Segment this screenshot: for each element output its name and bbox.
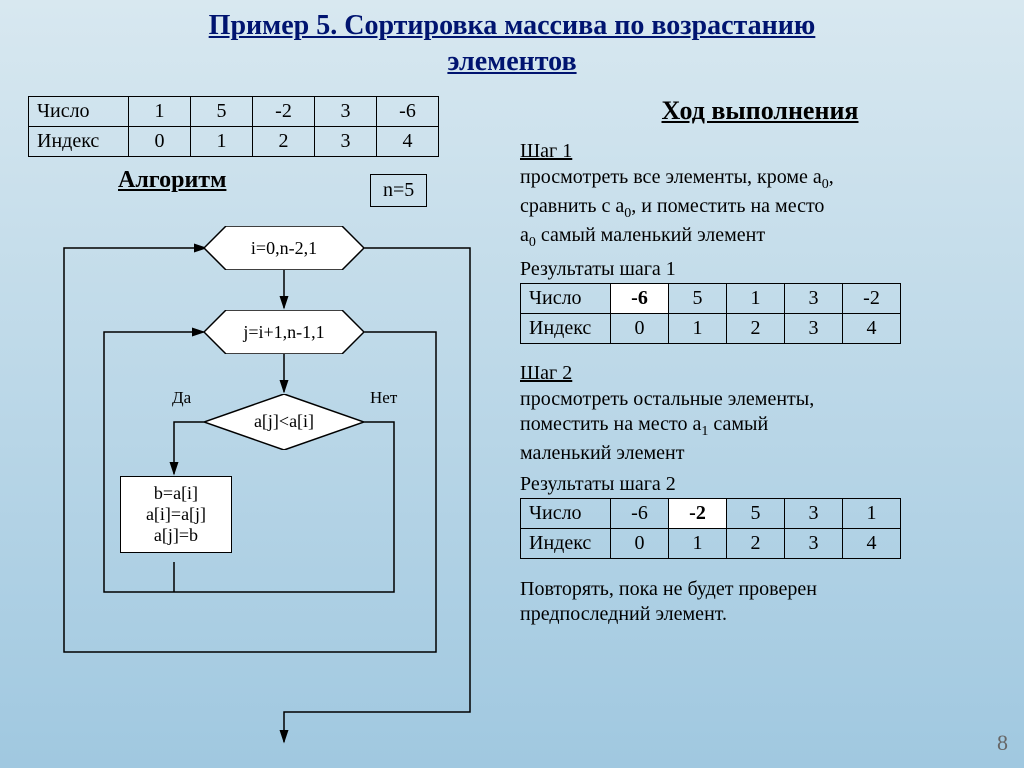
cell: 4 bbox=[843, 528, 901, 558]
cell: -6 bbox=[611, 283, 669, 313]
cell: -2 bbox=[253, 97, 315, 127]
loop-hex-outer: i=0,n-2,1 bbox=[204, 226, 364, 270]
cell: 4 bbox=[377, 127, 439, 157]
step1-label: Шаг 1 bbox=[520, 140, 1000, 163]
cell: -2 bbox=[843, 283, 901, 313]
cell: 2 bbox=[727, 313, 785, 343]
cell: 0 bbox=[611, 313, 669, 343]
cell: 1 bbox=[843, 498, 901, 528]
diamond-text: a[j]<a[i] bbox=[254, 411, 314, 432]
hex-text: j=i+1,n-1,1 bbox=[243, 322, 324, 342]
cell: -6 bbox=[611, 498, 669, 528]
no-label: Нет bbox=[370, 388, 397, 408]
decision-diamond: a[j]<a[i] bbox=[204, 394, 364, 450]
row-label: Число bbox=[521, 283, 611, 313]
cell: 0 bbox=[611, 528, 669, 558]
cell: 1 bbox=[669, 313, 727, 343]
step2-result-label: Результаты шага 2 bbox=[520, 473, 1000, 496]
cell: 5 bbox=[669, 283, 727, 313]
page-title-line2: элементов bbox=[0, 46, 1024, 78]
table-row: Индекс 0 1 2 3 4 bbox=[29, 127, 439, 157]
cell: 3 bbox=[315, 97, 377, 127]
page-number: 8 bbox=[997, 730, 1008, 756]
swap-block: b=a[i] a[i]=a[j] a[j]=b bbox=[120, 476, 232, 553]
table-row: Число 1 5 -2 3 -6 bbox=[29, 97, 439, 127]
input-table: Число 1 5 -2 3 -6 Индекс 0 1 2 3 4 bbox=[28, 96, 439, 157]
flowchart-arrows bbox=[24, 212, 494, 752]
row-label: Индекс bbox=[29, 127, 129, 157]
table-row: Индекс 0 1 2 3 4 bbox=[521, 528, 901, 558]
cell: 3 bbox=[785, 528, 843, 558]
step1-result-label: Результаты шага 1 bbox=[520, 258, 1000, 281]
cell: 1 bbox=[669, 528, 727, 558]
cell: 5 bbox=[191, 97, 253, 127]
cell: 5 bbox=[727, 498, 785, 528]
footer-text: Повторять, пока не будет проверен предпо… bbox=[520, 577, 1000, 628]
row-label: Число bbox=[29, 97, 129, 127]
left-column: Число 1 5 -2 3 -6 Индекс 0 1 2 3 4 Алгор… bbox=[28, 96, 498, 194]
cell: 3 bbox=[315, 127, 377, 157]
table-row: Число -6 5 1 3 -2 bbox=[521, 283, 901, 313]
table-row: Индекс 0 1 2 3 4 bbox=[521, 313, 901, 343]
yes-label: Да bbox=[172, 388, 191, 408]
cell: 1 bbox=[191, 127, 253, 157]
step2-table: Число -6 -2 5 3 1 Индекс 0 1 2 3 4 bbox=[520, 498, 901, 559]
algorithm-label: Алгоритм bbox=[118, 167, 226, 194]
cell: 3 bbox=[785, 313, 843, 343]
n-box: n=5 bbox=[370, 174, 427, 207]
row-label: Индекс bbox=[521, 313, 611, 343]
execution-heading: Ход выполнения bbox=[520, 96, 1000, 126]
cell: 1 bbox=[727, 283, 785, 313]
table-row: Число -6 -2 5 3 1 bbox=[521, 498, 901, 528]
row-label: Число bbox=[521, 498, 611, 528]
step2-text: просмотреть остальные элементы, поместит… bbox=[520, 387, 1000, 467]
cell: 3 bbox=[785, 498, 843, 528]
rect-line: a[j]=b bbox=[131, 525, 221, 546]
cell: 3 bbox=[785, 283, 843, 313]
cell: 2 bbox=[727, 528, 785, 558]
cell: 2 bbox=[253, 127, 315, 157]
rect-line: a[i]=a[j] bbox=[131, 504, 221, 525]
cell: 1 bbox=[129, 97, 191, 127]
loop-hex-inner: j=i+1,n-1,1 bbox=[204, 310, 364, 354]
cell: 4 bbox=[843, 313, 901, 343]
rect-line: b=a[i] bbox=[131, 483, 221, 504]
hex-text: i=0,n-2,1 bbox=[251, 238, 317, 258]
flowchart: i=0,n-2,1 j=i+1,n-1,1 a[j]<a[i] Да Нет b… bbox=[24, 212, 494, 742]
page-title-line1: Пример 5. Сортировка массива по возраста… bbox=[0, 0, 1024, 46]
step1-table: Число -6 5 1 3 -2 Индекс 0 1 2 3 4 bbox=[520, 283, 901, 344]
cell: -2 bbox=[669, 498, 727, 528]
cell: 0 bbox=[129, 127, 191, 157]
step2-label: Шаг 2 bbox=[520, 362, 1000, 385]
step1-text: просмотреть все элементы, кроме a0, срав… bbox=[520, 165, 1000, 252]
right-column: Ход выполнения Шаг 1 просмотреть все эле… bbox=[520, 96, 1000, 628]
cell: -6 bbox=[377, 97, 439, 127]
row-label: Индекс bbox=[521, 528, 611, 558]
